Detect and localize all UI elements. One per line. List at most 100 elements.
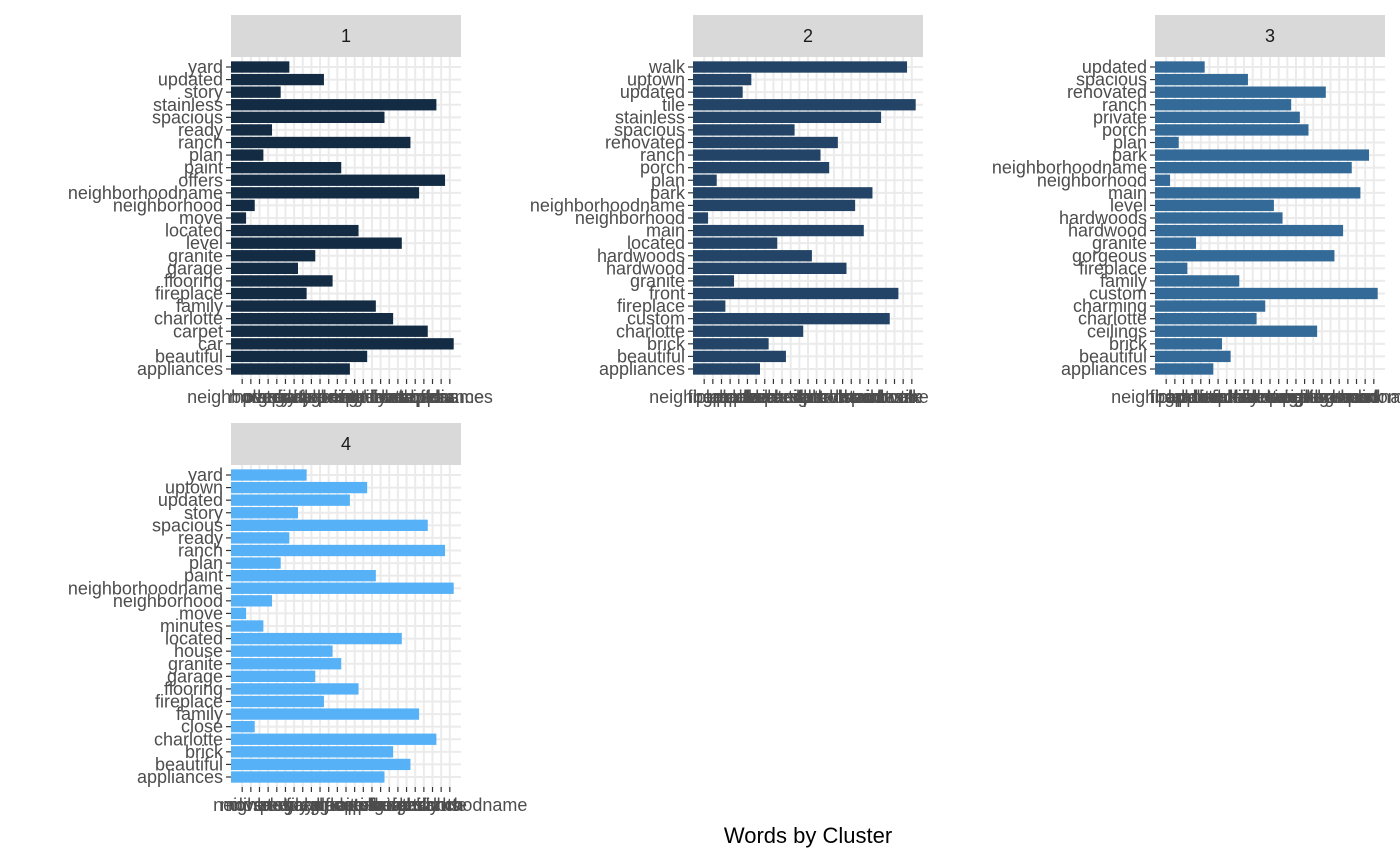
x-tick-label: updated [1168,387,1233,407]
bar-ready [231,124,273,136]
y-tick-label: flooring [164,679,223,699]
x-tick-label: neighborhoodname [1270,387,1400,407]
x-tick-label: yard [285,795,320,815]
x-tick-label: story [275,795,314,815]
x-tick-label: paint [352,795,391,815]
bar-family [231,708,420,720]
y-tick-label: house [174,641,223,661]
x-tick-label: beautiful [748,387,816,407]
bar-family [1155,275,1240,287]
bar-updated [231,494,350,506]
x-tick-label: porch [803,387,848,407]
x-tick-label: custom [1345,387,1400,407]
x-tick-label: ranch [375,387,420,407]
bar-gorgeous [1155,250,1335,262]
y-tick-label: family [1100,271,1147,291]
x-tick-label: custom [857,387,915,407]
bar-fireplace [693,300,726,312]
y-tick-label: carpet [173,321,223,341]
y-tick-label: brick [647,334,686,354]
y-tick-label: plan [189,553,223,573]
panel-4: 4yarduptownupdatedstoryspaciousreadyranc… [68,423,527,815]
bar-neighborhoodname [231,582,454,594]
strip-background [231,15,461,57]
bar-park [1155,149,1370,161]
y-tick-label: ranch [640,145,685,165]
strip-label: 3 [1265,26,1275,46]
bar-hardwood [1155,224,1344,237]
bar-located [231,224,359,237]
x-tick-label: flooring [325,795,384,815]
bar-move [231,212,247,224]
bar-level [1155,199,1274,212]
bar-ranch [1155,99,1292,111]
bar-park [693,187,873,199]
y-tick-label: yard [188,465,223,485]
x-tick-label: uptown [718,387,776,407]
y-tick-label: stainless [153,95,223,115]
bar-garage [231,670,316,682]
bar-appliances [231,363,350,375]
x-tick-label: ranch [1265,387,1310,407]
bar-granite [231,658,342,670]
x-tick-label: appliances [338,795,424,815]
y-tick-label: neighborhood [113,591,223,611]
y-tick-label: front [649,284,685,304]
y-tick-label: renovated [605,133,685,153]
bar-appliances [231,771,385,783]
y-tick-label: hardwoods [597,246,685,266]
x-tick-label: appliances [713,387,799,407]
bar-stainless [693,111,882,123]
bar-neighborhood [231,199,255,212]
bar-spacious [231,519,428,531]
bar-plan [231,557,281,569]
y-tick-label: neighborhoodname [992,158,1147,178]
y-tick-label: hardwood [606,258,685,278]
bar-carpet [231,325,428,337]
x-tick-label: charming [1224,387,1298,407]
x-tick-label: granite [310,795,365,815]
y-tick-label: ranch [1102,95,1147,115]
y-tick-label: plan [189,145,223,165]
x-tick-label: house [304,795,353,815]
strip-background [1155,15,1385,57]
bar-plan [231,149,264,161]
y-tick-label: family [176,296,223,316]
bar-uptown [231,481,368,494]
x-tick-label: close [230,795,272,815]
x-tick-label: beautiful [373,795,441,815]
x-tick-label: hardwood [803,387,882,407]
bar-beautiful [1155,350,1231,363]
x-tick-label: charlotte [765,387,834,407]
y-tick-label: updated [158,70,223,90]
y-tick-label: ceilings [1087,321,1147,341]
bar-minutes [231,620,264,632]
y-tick-label: move [179,603,223,623]
bar-beautiful [231,350,368,363]
y-tick-label: garage [167,666,223,686]
x-tick-label: family [392,795,439,815]
x-tick-label: renovated [794,387,874,407]
x-tick-label: uptown [334,795,392,815]
y-tick-label: close [181,717,223,737]
bar-brick [231,746,394,758]
x-tick-label: stainless [842,387,912,407]
x-tick-label: ceilings [1283,387,1343,407]
y-tick-label: fireplace [617,296,685,316]
y-tick-label: level [1110,195,1147,215]
x-tick-label: front [876,387,912,407]
y-tick-label: located [627,233,685,253]
x-tick-label: beautiful [1193,387,1261,407]
y-tick-label: neighborhood [1037,170,1147,190]
bar-porch [693,162,830,174]
y-tick-label: park [1112,145,1148,165]
x-tick-label: neighborhoodname [329,387,484,407]
y-tick-label: granite [1092,233,1147,253]
bar-yard [231,61,290,73]
bar-renovated [693,136,838,149]
bar-story [231,507,298,519]
y-tick-label: car [198,334,223,354]
x-tick-label: family [340,387,387,407]
x-tick-label: neighborhood [1111,387,1221,407]
y-tick-label: gorgeous [1072,246,1147,266]
